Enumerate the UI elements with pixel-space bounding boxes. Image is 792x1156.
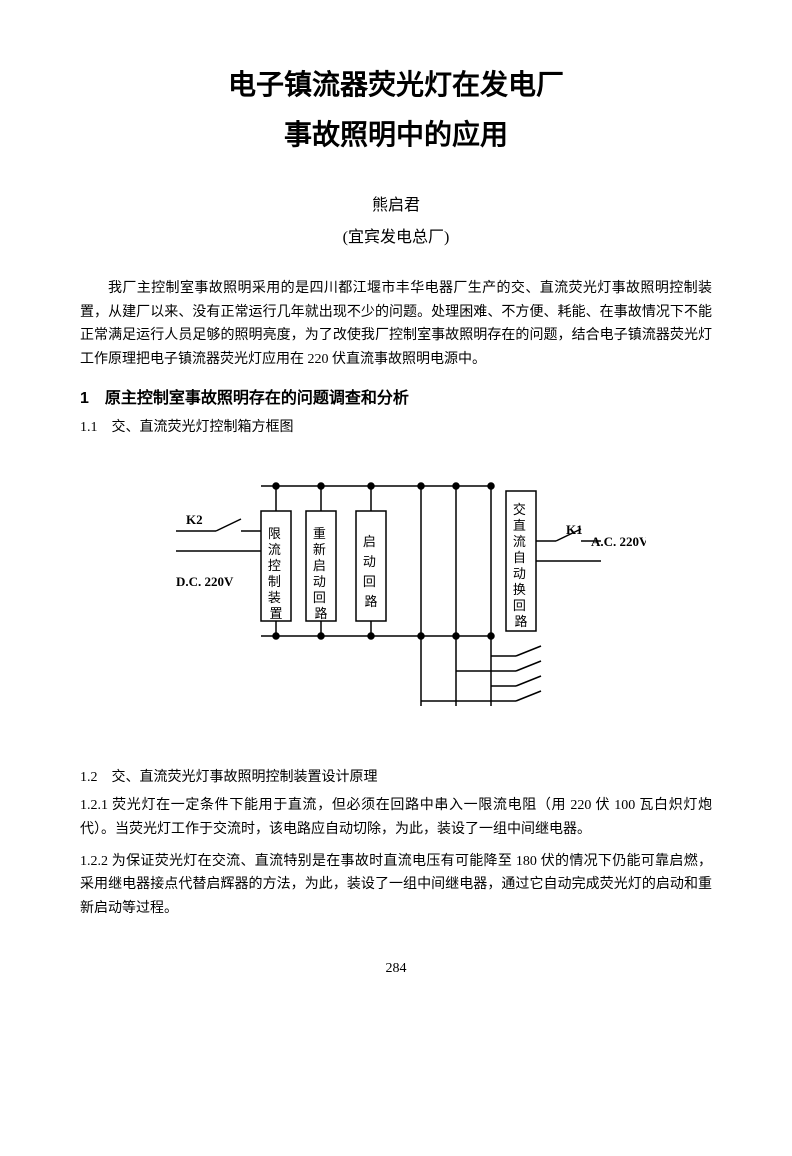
label-dc: D.C. 220V xyxy=(176,574,234,589)
page-number: 284 xyxy=(80,961,712,977)
document-title: 电子镇流器荧光灯在发电厂 事故照明中的应用 xyxy=(80,60,712,161)
block-diagram: 限 流 控 制 装 置 重 新 启 动 回 路 启 动 回 路 交 直 流 自 … xyxy=(146,456,646,736)
svg-text:限 流 控 制 装: 限 流 控 制 装 置 xyxy=(268,526,284,621)
title-line-2: 事故照明中的应用 xyxy=(80,110,712,160)
author-name: 熊启君 xyxy=(80,191,712,215)
svg-text:启 动 回 路: 启 动 回 路 xyxy=(363,534,379,609)
svg-text:交 直 流 自 动: 交 直 流 自 动 换 回 路 xyxy=(513,502,529,629)
label-ac: A.C. 220V xyxy=(591,534,646,549)
intro-paragraph: 我厂主控制室事故照明采用的是四川都江堰市丰华电器厂生产的交、直流荧光灯事故照明控… xyxy=(80,277,712,372)
section-1-1-heading: 1.1 交、直流荧光灯控制箱方框图 xyxy=(80,416,712,436)
author-affiliation: (宜宾发电总厂) xyxy=(80,223,712,247)
section-1-heading: 1 原主控制室事故照明存在的问题调查和分析 xyxy=(80,384,712,408)
section-1-2-heading: 1.2 交、直流荧光灯事故照明控制装置设计原理 xyxy=(80,766,712,786)
section-1-2-1-text: 1.2.1 荧光灯在一定条件下能用于直流，但必须在回路中串入一限流电阻（用 22… xyxy=(80,794,712,842)
title-line-1: 电子镇流器荧光灯在发电厂 xyxy=(80,60,712,110)
label-k2: K2 xyxy=(186,512,203,527)
label-k1: K1 xyxy=(566,522,583,537)
svg-text:重 新 启 动 回: 重 新 启 动 回 路 xyxy=(313,526,329,621)
section-1-2-2-text: 1.2.2 为保证荧光灯在交流、直流特别是在事故时直流电压有可能降至 180 伏… xyxy=(80,850,712,921)
